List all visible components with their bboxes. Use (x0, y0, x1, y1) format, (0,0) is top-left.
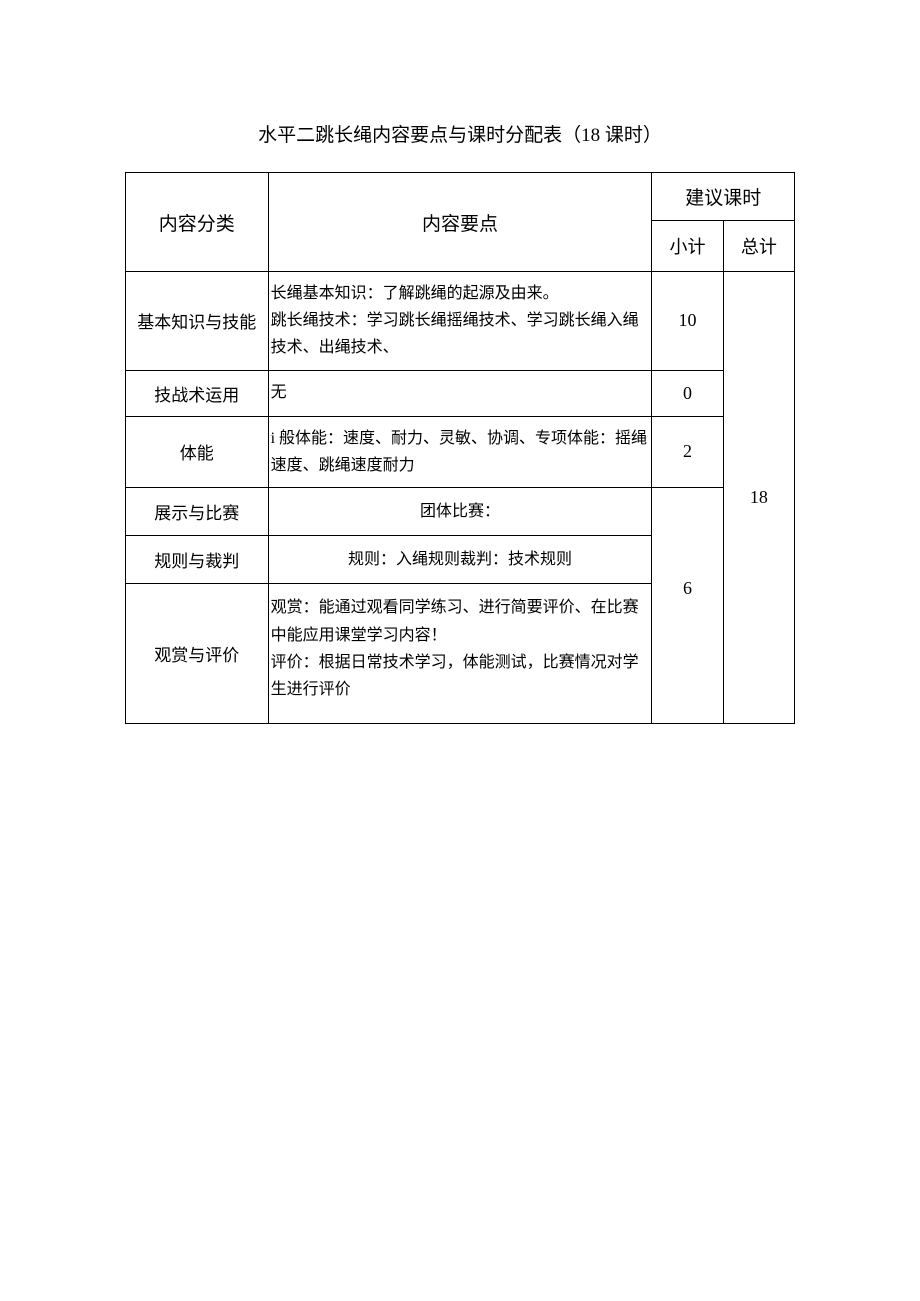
row-category: 展示与比赛 (126, 487, 269, 535)
row-content: 观赏：能通过观看同学练习、进行简要评价、在比赛中能应用课堂学习内容！评价：根据日… (268, 584, 652, 724)
header-suggest-hours: 建议课时 (652, 173, 795, 221)
allocation-table: 内容分类 内容要点 建议课时 小计 总计 基本知识与技能 长绳基本知识：了解跳绳… (125, 172, 795, 724)
table-row: 基本知识与技能 长绳基本知识：了解跳绳的起源及由来。跳长绳技术：学习跳长绳摇绳技… (126, 272, 795, 371)
row-total: 18 (723, 272, 794, 724)
row-subtotal: 10 (652, 272, 723, 371)
table-row: 展示与比赛 团体比赛： 6 (126, 487, 795, 535)
row-category: 规则与裁判 (126, 536, 269, 584)
row-content: 长绳基本知识：了解跳绳的起源及由来。跳长绳技术：学习跳长绳摇绳技术、学习跳长绳入… (268, 272, 652, 371)
header-category: 内容分类 (126, 173, 269, 272)
row-category: 体能 (126, 416, 269, 487)
allocation-table-container: 内容分类 内容要点 建议课时 小计 总计 基本知识与技能 长绳基本知识：了解跳绳… (125, 172, 795, 724)
row-content: 无 (268, 370, 652, 416)
row-category: 技战术运用 (126, 370, 269, 416)
row-subtotal: 0 (652, 370, 723, 416)
page-title: 水平二跳长绳内容要点与课时分配表（18 课时） (0, 120, 920, 147)
header-row-1: 内容分类 内容要点 建议课时 (126, 173, 795, 221)
row-subtotal: 2 (652, 416, 723, 487)
header-content: 内容要点 (268, 173, 652, 272)
header-subtotal: 小计 (652, 221, 723, 272)
header-total: 总计 (723, 221, 794, 272)
row-content: i 般体能：速度、耐力、灵敏、协调、专项体能：摇绳速度、跳绳速度耐力 (268, 416, 652, 487)
row-content: 规则：入绳规则裁判：技术规则 (268, 536, 652, 584)
row-content: 团体比赛： (268, 487, 652, 535)
row-category: 基本知识与技能 (126, 272, 269, 371)
table-row: 体能 i 般体能：速度、耐力、灵敏、协调、专项体能：摇绳速度、跳绳速度耐力 2 (126, 416, 795, 487)
row-category: 观赏与评价 (126, 584, 269, 724)
table-row: 技战术运用 无 0 (126, 370, 795, 416)
row-subtotal-group: 6 (652, 487, 723, 723)
